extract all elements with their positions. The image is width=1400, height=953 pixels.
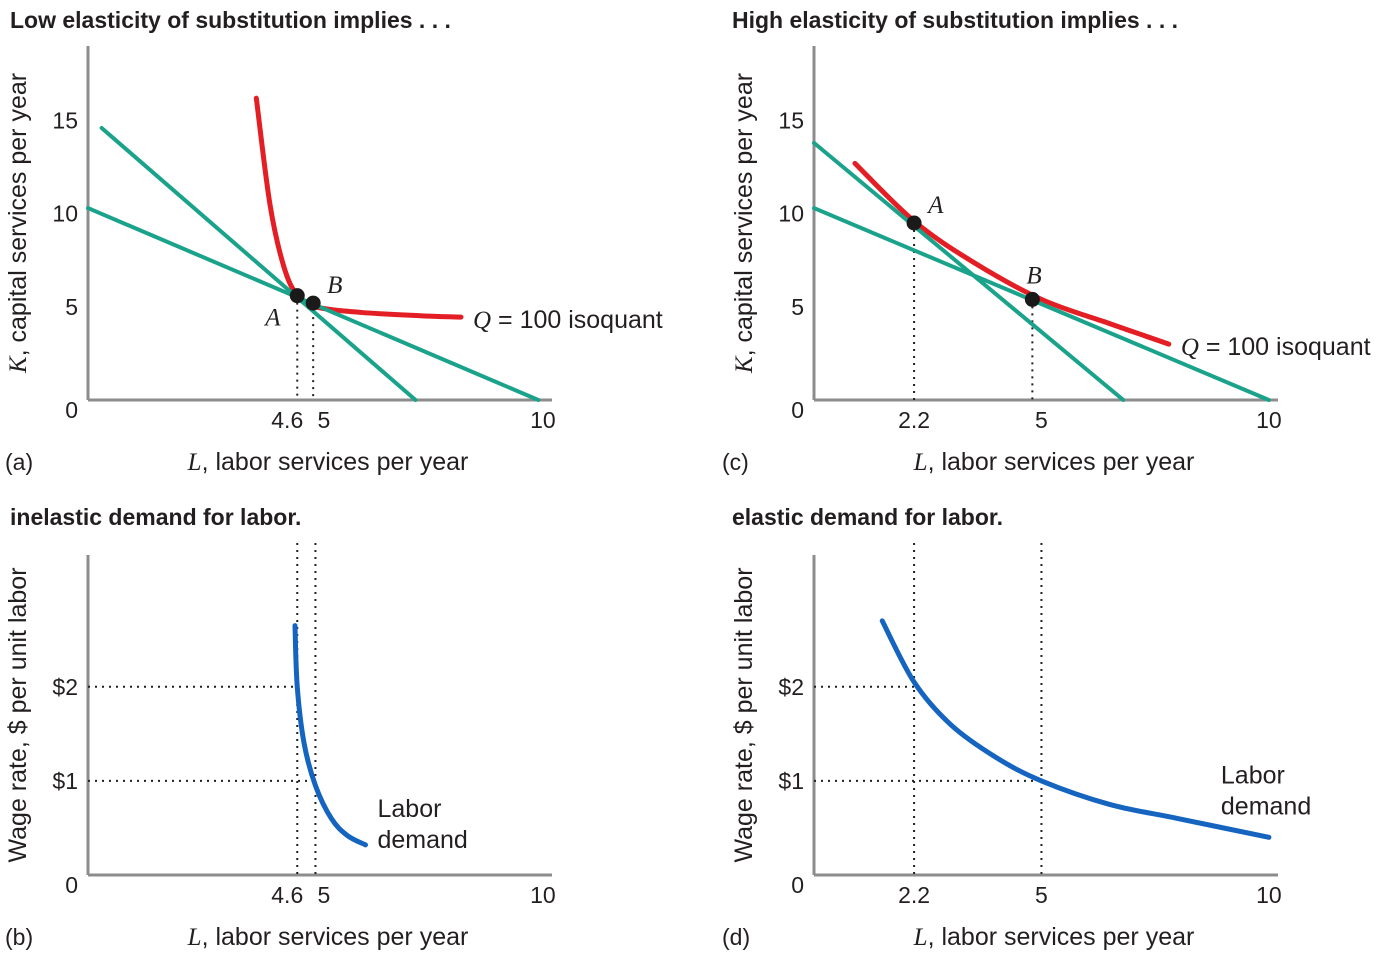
y-axis-label-text: , capital services per year	[4, 73, 32, 356]
y-tick-label: 15	[52, 108, 78, 134]
origin-label: 0	[65, 397, 78, 423]
isoquant-label-text: = 100 isoquant	[1199, 333, 1371, 361]
y-tick-label: 10	[778, 201, 804, 227]
x-tick-label: 4.6	[271, 882, 303, 908]
y-axis-label: Wage rate, $ per unit labor	[730, 567, 758, 862]
x-axis-label-text: , labor services per year	[202, 448, 469, 476]
isocost-line	[99, 125, 418, 402]
isoquant-label: Q = 100 isoquant	[473, 306, 663, 334]
x-axis-label-text: , labor services per year	[202, 923, 469, 951]
point-b	[305, 295, 321, 311]
y-axis-variable: K	[731, 355, 758, 374]
x-axis-variable: L	[913, 924, 928, 951]
y-tick-label: 5	[65, 294, 78, 320]
y-tick-label: $1	[778, 768, 804, 794]
x-tick-label: 5	[317, 407, 330, 433]
y-tick-label: 10	[52, 201, 78, 227]
y-axis-label-text: , capital services per year	[730, 73, 758, 356]
chart-title: inelastic demand for labor.	[10, 504, 301, 530]
x-tick-label: 10	[530, 407, 556, 433]
isoquant-label: Q = 100 isoquant	[1181, 333, 1371, 361]
isoquant-label-text: = 100 isoquant	[491, 306, 663, 334]
x-tick-label: 4.6	[271, 407, 303, 433]
panel-a: Low elasticity of substitution implies .…	[4, 7, 663, 476]
chart-title: Low elasticity of substitution implies .…	[10, 7, 451, 33]
isocost-line	[812, 206, 1271, 402]
demand-label-line2: demand	[1221, 792, 1311, 820]
x-tick-label: 10	[530, 882, 556, 908]
demand-label-line1: Labor	[1221, 761, 1285, 789]
y-axis-label-text: Wage rate, $ per unit labor	[730, 567, 758, 862]
y-tick-label: 15	[778, 108, 804, 134]
y-axis-label: K, capital services per year	[4, 73, 32, 374]
y-axis-label: Wage rate, $ per unit labor	[4, 567, 32, 862]
x-tick-label: 5	[1035, 882, 1048, 908]
demand-label-line2: demand	[377, 826, 467, 854]
x-tick-label: 10	[1256, 882, 1282, 908]
panel-tag: (d)	[722, 924, 750, 950]
panel-d: elastic demand for labor. 0 2.2 5 10 $1 $2 L, l…	[722, 504, 1311, 951]
panel-tag: (a)	[5, 449, 33, 475]
panel-c: High elasticity of substitution implies …	[722, 7, 1371, 476]
y-axis-label: K, capital services per year	[730, 73, 758, 374]
x-axis-label: L, labor services per year	[187, 448, 469, 476]
point-a	[906, 215, 922, 231]
x-tick-label: 2.2	[898, 407, 930, 433]
origin-label: 0	[791, 397, 804, 423]
isoquant-label-variable: Q	[473, 307, 491, 334]
point-label: B	[1026, 262, 1041, 289]
x-axis-label: L, labor services per year	[913, 448, 1195, 476]
demand-label-line1: Labor	[377, 795, 441, 823]
y-tick-label: $1	[52, 768, 78, 794]
x-tick-label: 10	[1256, 407, 1282, 433]
point-b	[1024, 291, 1040, 307]
point-a	[289, 288, 305, 304]
chart-title: elastic demand for labor.	[732, 504, 1003, 530]
y-tick-label: $2	[778, 674, 804, 700]
x-tick-label: 5	[1035, 407, 1048, 433]
x-axis-variable: L	[187, 924, 202, 951]
chart-title: High elasticity of substitution implies …	[732, 7, 1178, 33]
x-tick-label: 2.2	[898, 882, 930, 908]
demand-line	[292, 623, 368, 848]
point-label: A	[926, 192, 944, 219]
x-axis-label-text: , labor services per year	[928, 923, 1195, 951]
y-axis-variable: K	[5, 355, 32, 374]
isoquant-label-variable: Q	[1181, 334, 1199, 361]
point-label: B	[327, 272, 342, 299]
panel-tag: (b)	[5, 924, 33, 950]
panel-tag: (c)	[722, 449, 749, 475]
panel-b: inelastic demand for labor. 0 4.6 5 10 $1 $2 L,…	[4, 504, 556, 951]
point-label: A	[263, 305, 281, 332]
origin-label: 0	[791, 872, 804, 898]
x-axis-variable: L	[913, 449, 928, 476]
x-tick-label: 5	[317, 882, 330, 908]
demand-line	[879, 618, 1272, 840]
isoquant-line	[253, 95, 464, 320]
x-axis-variable: L	[187, 449, 202, 476]
x-axis-label-text: , labor services per year	[928, 448, 1195, 476]
origin-label: 0	[65, 872, 78, 898]
isoquant-line	[852, 160, 1172, 347]
x-axis-label: L, labor services per year	[913, 923, 1195, 951]
x-axis-label: L, labor services per year	[187, 923, 469, 951]
y-tick-label: $2	[52, 674, 78, 700]
y-axis-label-text: Wage rate, $ per unit labor	[4, 567, 32, 862]
y-tick-label: 5	[791, 294, 804, 320]
